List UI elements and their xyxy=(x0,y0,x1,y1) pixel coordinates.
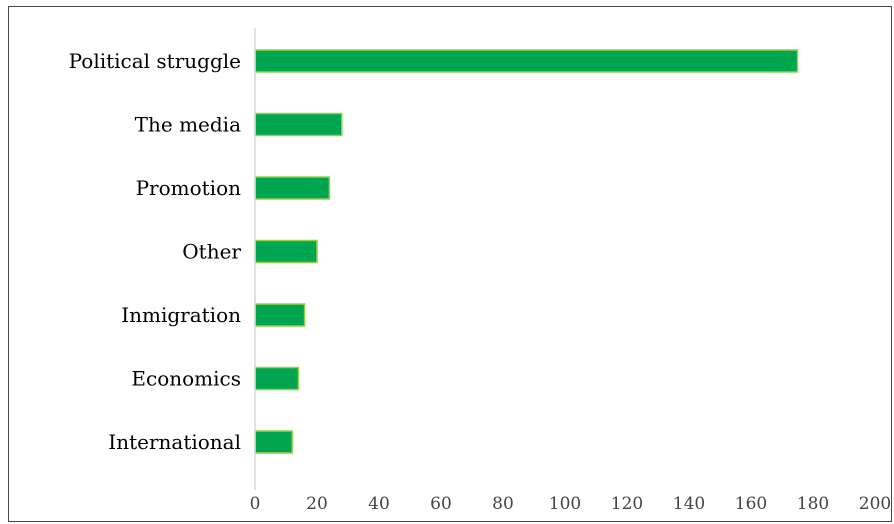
x-tick-label: 60 xyxy=(430,494,452,514)
bar-international xyxy=(254,430,293,454)
x-tick-label: 200 xyxy=(859,494,891,514)
category-label: Other xyxy=(182,240,241,264)
bar-inmigration xyxy=(254,303,306,327)
x-tick-label: 0 xyxy=(250,494,261,514)
x-tick-label: 100 xyxy=(549,494,581,514)
category-labels: Political struggle The media Promotion Othe… xyxy=(69,49,242,454)
category-label: Inmigration xyxy=(121,303,241,327)
category-label: International xyxy=(108,430,241,454)
bar-economics xyxy=(254,366,300,391)
x-tick-label: 40 xyxy=(368,494,390,514)
bar-other xyxy=(254,239,318,264)
x-tick-label: 120 xyxy=(611,494,643,514)
bars-group xyxy=(254,49,799,454)
x-tick-label: 140 xyxy=(673,494,705,514)
chart-frame xyxy=(8,6,892,522)
x-tick-labels: 0 20 40 60 80 100 120 140 160 180 200 xyxy=(250,494,892,514)
category-label: The media xyxy=(135,113,241,137)
bar-political-struggle xyxy=(254,49,799,73)
category-label: Promotion xyxy=(136,176,242,200)
category-label: Political struggle xyxy=(69,49,241,73)
x-tick-label: 80 xyxy=(492,494,514,514)
x-tick-label: 160 xyxy=(735,494,767,514)
x-tick-label: 20 xyxy=(306,494,328,514)
x-tick-label: 180 xyxy=(797,494,829,514)
bar-the-media xyxy=(254,112,343,137)
category-label: Economics xyxy=(131,367,241,391)
bar-promotion xyxy=(254,176,331,200)
